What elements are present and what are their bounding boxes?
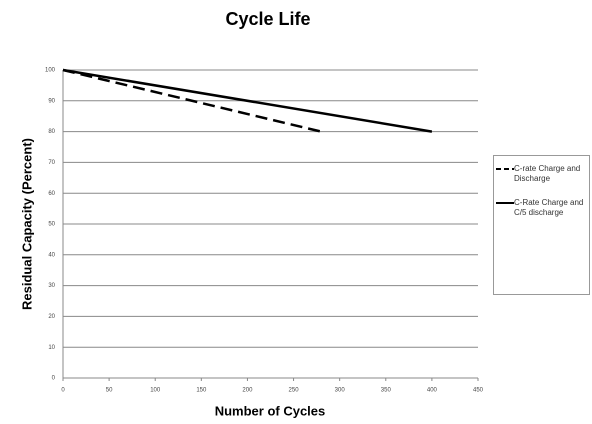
y-axis-label: Residual Capacity (Percent) xyxy=(19,138,34,310)
legend-swatch xyxy=(496,168,514,170)
x-tick-label: 0 xyxy=(61,388,65,394)
x-tick-label: 300 xyxy=(335,388,346,394)
legend-entry: C-rate Charge and Discharge xyxy=(496,164,587,184)
y-tick-label: 60 xyxy=(48,191,55,197)
y-tick-label: 70 xyxy=(48,160,55,166)
y-tick-label: 10 xyxy=(48,345,55,351)
x-tick-label: 100 xyxy=(150,388,161,394)
y-tick-label: 30 xyxy=(48,283,55,289)
x-tick-label: 250 xyxy=(289,388,300,394)
x-axis-label: Number of Cycles xyxy=(215,403,326,418)
line-series xyxy=(62,68,433,133)
y-tick-label: 80 xyxy=(48,129,55,135)
x-tick-label: 150 xyxy=(196,388,207,394)
chart-title: Cycle Life xyxy=(225,9,310,29)
line-series xyxy=(62,68,322,133)
x-tick-label: 50 xyxy=(106,388,113,394)
y-tick-label: 20 xyxy=(48,314,55,320)
x-tick-label: 450 xyxy=(473,388,484,394)
y-tick-label: 40 xyxy=(48,252,55,258)
legend: C-rate Charge and Discharge C-Rate Charge… xyxy=(493,155,590,295)
y-tick-label: 50 xyxy=(48,222,55,228)
y-tick-label: 100 xyxy=(45,68,56,74)
x-tick-label: 400 xyxy=(427,388,438,394)
legend-entry: C-Rate Charge and C/5 discharge xyxy=(496,198,587,218)
y-tick-label: 90 xyxy=(48,98,55,104)
x-tick-label: 350 xyxy=(381,388,392,394)
x-tick-label: 200 xyxy=(242,388,253,394)
y-tick-label: 0 xyxy=(52,376,56,382)
legend-swatch xyxy=(496,202,514,204)
legend-label: C-rate Charge and Discharge xyxy=(514,164,581,183)
legend-label: C-Rate Charge and C/5 discharge xyxy=(514,198,584,217)
